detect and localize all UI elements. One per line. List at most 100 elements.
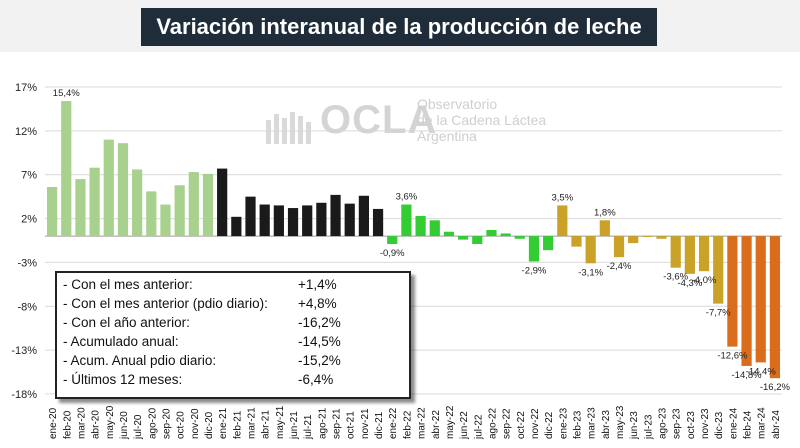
x-tick-label: abr-21 <box>261 410 272 439</box>
stat-label: - Últimos 12 meses: <box>63 372 183 387</box>
bar <box>188 172 199 237</box>
bar <box>259 204 270 237</box>
bar <box>741 236 752 366</box>
bar <box>585 236 596 264</box>
bar <box>358 195 369 237</box>
x-tick-label: ene-22 <box>388 407 399 439</box>
bar <box>75 179 86 237</box>
y-tick-label: 2% <box>21 214 37 226</box>
bar <box>727 236 738 347</box>
x-tick-label: ene-21 <box>218 407 229 439</box>
x-tick-label: jun-21 <box>289 411 300 440</box>
bar <box>387 236 398 245</box>
y-tick-label: -13% <box>11 345 37 357</box>
bar <box>514 236 525 239</box>
x-tick-label: sep-20 <box>161 408 172 439</box>
x-tick-label: mar-20 <box>76 407 87 439</box>
x-tick-label: mar-24 <box>757 407 768 439</box>
data-label: -7,7% <box>706 308 731 319</box>
bar <box>89 167 100 237</box>
bar <box>245 196 256 237</box>
x-tick-label: feb-24 <box>743 410 754 439</box>
x-tick-label: sep-22 <box>502 408 513 439</box>
y-tick-label: -3% <box>17 257 37 269</box>
stat-value: +4,8% <box>298 296 337 311</box>
logo-line-1: Observatorio <box>417 96 498 112</box>
bar <box>429 220 440 237</box>
data-label: -4,3% <box>677 278 702 289</box>
bar <box>755 236 766 363</box>
x-tick-label: ene-20 <box>48 407 59 439</box>
x-tick-label: ago-21 <box>317 407 328 439</box>
x-tick-label: dic-23 <box>714 411 725 439</box>
stat-value: +1,4% <box>298 277 337 292</box>
logo-bar-mark <box>282 118 287 144</box>
bar <box>273 205 284 237</box>
x-tick-label: jul-22 <box>473 414 484 440</box>
bar <box>458 236 469 240</box>
stat-value: -14,5% <box>298 334 341 349</box>
bar <box>713 236 724 304</box>
data-label: -3,6% <box>663 272 688 283</box>
data-label: -2,9% <box>522 266 547 277</box>
y-tick-label: 7% <box>21 170 37 182</box>
x-tick-label: abr-20 <box>91 410 102 439</box>
bar <box>656 236 667 239</box>
y-tick-label: 12% <box>15 126 37 138</box>
x-tick-label: mar-23 <box>587 407 598 439</box>
x-tick-label: may-22 <box>445 405 456 439</box>
x-tick-label: ago-20 <box>147 407 158 439</box>
data-label: 15,4% <box>53 88 80 99</box>
stat-label: - Acumulado anual: <box>63 334 179 349</box>
x-tick-label: abr-24 <box>771 410 782 439</box>
x-tick-label: may-23 <box>615 405 626 439</box>
bar <box>571 236 582 247</box>
logo-bar-mark <box>298 116 303 144</box>
bar <box>117 143 129 237</box>
data-label: -3,1% <box>578 267 603 278</box>
x-tick-label: dic-21 <box>374 411 385 439</box>
bar <box>46 186 58 237</box>
x-tick-label: oct-21 <box>346 411 357 439</box>
bar <box>684 236 695 274</box>
data-label: -14,8% <box>732 370 763 381</box>
x-tick-label: mar-22 <box>417 407 428 439</box>
x-tick-label: sep-21 <box>332 408 343 439</box>
stat-label: - Con el año anterior: <box>63 315 190 330</box>
x-tick-label: ago-22 <box>487 407 498 439</box>
bar-chart: 17%12%7%2%-3%-8%-13%-18%ene-20 feb-20 mar-… <box>11 82 790 440</box>
logo-bar-mark <box>274 114 279 144</box>
x-tick-label: jul-21 <box>303 414 314 440</box>
bar <box>415 215 426 237</box>
y-tick-label: -18% <box>11 389 37 401</box>
bar <box>670 236 681 268</box>
y-tick-label: 17% <box>15 82 37 94</box>
chart-title: Variación interanual de la producción de… <box>141 8 657 46</box>
bar <box>132 169 143 237</box>
bar <box>698 236 710 272</box>
bar <box>344 203 355 237</box>
x-tick-label: feb-20 <box>62 410 73 439</box>
x-tick-label: nov-23 <box>700 408 711 439</box>
logo-bar-mark <box>290 112 295 144</box>
bar <box>61 101 72 237</box>
bar <box>103 139 114 237</box>
data-label: -0,9% <box>380 248 405 259</box>
x-tick-label: jun-22 <box>459 411 470 440</box>
stat-label: - Con el mes anterior (pdio diario): <box>63 296 268 311</box>
logo-wordmark: OCLA <box>320 98 438 142</box>
stat-value: -16,2% <box>298 315 341 330</box>
x-tick-label: feb-22 <box>402 410 413 439</box>
x-tick-label: sep-23 <box>672 408 683 439</box>
stats-summary-box: - Con el mes anterior: +1,4% - Con el me… <box>55 271 411 399</box>
x-tick-label: abr-22 <box>431 410 442 439</box>
bar <box>642 236 653 237</box>
bar <box>217 168 228 237</box>
data-label: 3,5% <box>551 192 573 203</box>
bar <box>330 194 341 237</box>
data-label: -14,4% <box>746 366 777 377</box>
x-tick-label: feb-21 <box>232 410 243 439</box>
bar <box>613 236 625 258</box>
x-tick-label: jul-20 <box>133 414 144 440</box>
x-tick-label: nov-22 <box>530 408 541 439</box>
